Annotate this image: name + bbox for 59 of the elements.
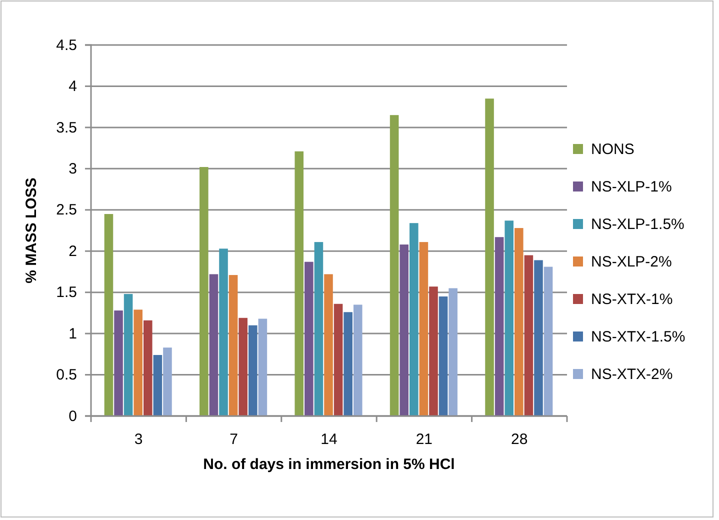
legend-label: NS-XTX-2% (591, 366, 673, 383)
bar (419, 242, 428, 416)
bar (163, 348, 172, 416)
y-tick-label: 1.5 (56, 284, 77, 302)
bar (353, 304, 362, 416)
bar (248, 325, 258, 416)
x-tick-label: 3 (134, 431, 143, 448)
legend-label: NS-XLP-2% (591, 254, 672, 270)
y-tick-label: 3 (68, 160, 77, 178)
y-tick-label: 1 (68, 325, 77, 342)
x-tick-label: 21 (416, 431, 433, 448)
y-tick-label: 4.5 (56, 36, 77, 54)
x-tick-label: 28 (511, 431, 528, 448)
bar (324, 274, 333, 416)
bar (209, 274, 218, 416)
bar (410, 223, 418, 416)
bar (258, 318, 268, 416)
legend-label: NONS (591, 141, 634, 158)
bar (238, 318, 248, 416)
y-tick-label: 2.5 (56, 202, 77, 219)
bar (294, 151, 304, 416)
bar (344, 312, 352, 416)
bar (544, 266, 553, 416)
bar (429, 286, 438, 416)
bar (114, 310, 123, 416)
bar (134, 310, 142, 416)
legend-label: NS-XTX-1% (591, 291, 673, 308)
bar (219, 248, 228, 416)
bar (200, 167, 208, 416)
bar (504, 220, 514, 416)
bar (124, 294, 133, 416)
bar (494, 237, 504, 416)
bar (534, 260, 543, 416)
legend-label: NS-XLP-1.5% (591, 216, 684, 233)
y-tick-label: 0.5 (56, 366, 77, 384)
legend-label: NS-XLP-1% (591, 178, 672, 196)
legend-label: NS-XTX-1.5% (591, 328, 686, 346)
x-axis-title: No. of days in immersion in 5% HCl (203, 456, 455, 473)
x-tick-label: 7 (230, 431, 238, 448)
y-tick-label: 0 (68, 408, 77, 425)
y-axis-title: % MASS LOSS (23, 178, 40, 284)
bar (304, 262, 314, 416)
bar (334, 304, 343, 416)
bar (514, 228, 524, 416)
y-tick-label: 3.5 (56, 119, 77, 136)
y-tick-label: 4 (68, 78, 77, 96)
bar (104, 214, 114, 416)
bar (228, 275, 238, 416)
bar (390, 115, 399, 416)
bar (400, 244, 409, 416)
bar (448, 288, 458, 416)
y-tick-label: 2 (68, 242, 77, 260)
bar (485, 98, 494, 416)
bar (314, 242, 324, 416)
bar (438, 296, 448, 416)
x-tick-label: 14 (320, 431, 338, 448)
bar (143, 320, 152, 416)
bar (524, 255, 534, 416)
bar (153, 354, 162, 416)
